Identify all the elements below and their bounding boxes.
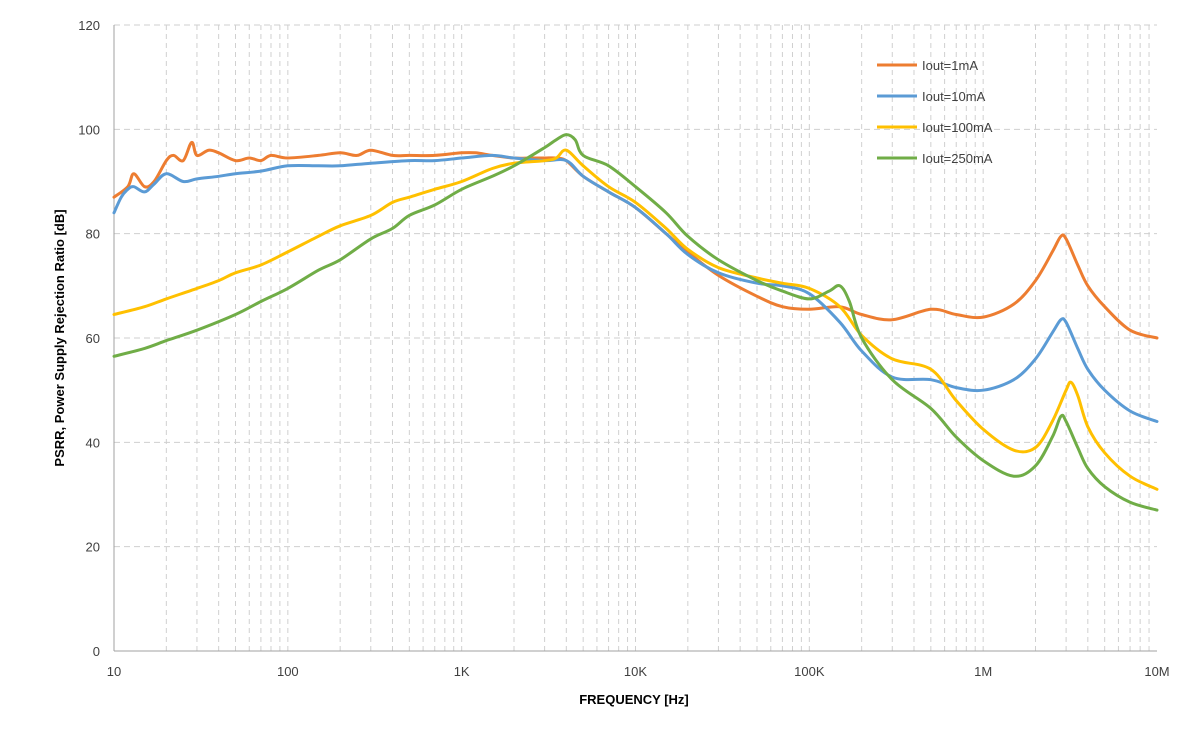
axes: [113, 25, 1157, 652]
tick-labels: 0 20 40 60 80 100 120 10 100 1K 10K 100K 1M 10M: [78, 18, 1169, 679]
series-line-2: [112, 153, 1159, 423]
x-tick-label: 100: [277, 664, 299, 679]
y-tick-label: 120: [78, 18, 100, 33]
x-tick-label: 1K: [454, 664, 470, 679]
series-lines: [112, 133, 1159, 512]
legend-label: Iout=100mA: [922, 120, 993, 135]
y-tick-label: 0: [93, 644, 100, 659]
legend: Iout=1mA Iout=10mA Iout=100mA Iout=250mA: [877, 58, 993, 166]
series-line-3: [112, 148, 1159, 491]
y-tick-label: 20: [86, 540, 100, 555]
x-tick-label: 100K: [794, 664, 825, 679]
x-tick-label: 10: [107, 664, 121, 679]
y-tick-label: 40: [86, 435, 100, 450]
legend-label: Iout=1mA: [922, 58, 978, 73]
y-tick-label: 80: [86, 227, 100, 242]
legend-label: Iout=250mA: [922, 151, 993, 166]
y-axis-title: PSRR, Power Supply Rejection Ratio [dB]: [52, 209, 67, 466]
x-tick-label: 10K: [624, 664, 647, 679]
y-tick-label: 100: [78, 122, 100, 137]
series-line-4: [112, 133, 1159, 512]
grid: [114, 24, 1157, 651]
y-tick-label: 60: [86, 331, 100, 346]
x-axis-title: FREQUENCY [Hz]: [579, 692, 689, 707]
series-line-1: [112, 140, 1159, 340]
x-tick-label: 1M: [974, 664, 992, 679]
x-tick-label: 10M: [1144, 664, 1169, 679]
legend-label: Iout=10mA: [922, 89, 986, 104]
